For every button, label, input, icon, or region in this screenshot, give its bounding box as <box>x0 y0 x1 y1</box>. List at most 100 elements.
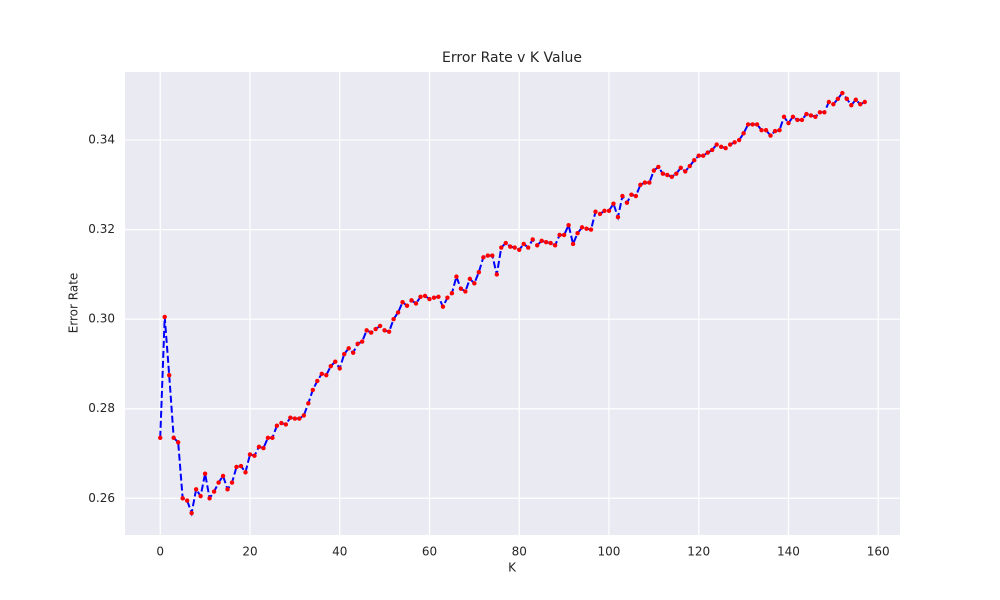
marker <box>736 137 742 143</box>
marker <box>808 113 814 118</box>
marker <box>243 470 248 475</box>
marker <box>454 274 459 279</box>
marker <box>629 192 634 197</box>
marker <box>638 182 643 188</box>
marker <box>575 230 580 236</box>
marker <box>395 310 401 315</box>
marker <box>696 153 701 158</box>
marker <box>382 328 387 333</box>
marker <box>386 329 392 334</box>
marker <box>660 171 666 176</box>
marker <box>597 211 603 217</box>
marker <box>220 473 226 479</box>
marker <box>822 110 827 115</box>
marker <box>324 372 329 378</box>
marker <box>404 303 410 308</box>
marker <box>409 298 414 303</box>
marker <box>247 452 253 457</box>
marker <box>481 255 486 260</box>
marker <box>337 366 342 371</box>
marker <box>499 245 504 250</box>
marker <box>570 241 576 247</box>
marker <box>741 131 746 136</box>
marker <box>557 232 562 238</box>
x-tick-label: 60 <box>422 545 437 559</box>
marker <box>418 294 423 299</box>
marker <box>552 243 558 248</box>
marker <box>355 341 360 346</box>
marker <box>651 168 657 173</box>
marker <box>858 102 863 107</box>
marker <box>458 286 464 291</box>
marker <box>714 142 719 147</box>
marker <box>718 144 724 149</box>
x-tick-label: 160 <box>867 545 890 559</box>
marker <box>413 301 419 306</box>
y-tick-label: 0.26 <box>88 491 115 505</box>
marker <box>368 330 374 335</box>
marker <box>588 227 594 232</box>
x-tick-label: 80 <box>512 545 527 559</box>
x-tick-label: 0 <box>156 545 164 559</box>
marker <box>350 350 356 355</box>
marker <box>225 487 230 492</box>
marker <box>427 296 432 302</box>
marker <box>301 413 307 418</box>
marker <box>512 245 517 250</box>
marker <box>211 489 217 494</box>
y-tick-label: 0.30 <box>88 312 115 326</box>
marker <box>494 272 499 277</box>
marker <box>490 253 495 258</box>
marker <box>656 164 661 170</box>
marker <box>189 510 194 516</box>
marker <box>342 351 347 357</box>
marker <box>817 110 823 115</box>
marker <box>391 316 396 322</box>
marker <box>849 102 854 108</box>
marker <box>202 471 208 476</box>
marker <box>674 171 679 176</box>
marker <box>620 193 625 199</box>
marker <box>665 172 670 178</box>
marker <box>642 180 648 185</box>
marker <box>292 416 298 421</box>
marker <box>449 291 455 296</box>
marker <box>184 498 190 503</box>
marker <box>256 444 262 449</box>
marker <box>647 180 652 185</box>
marker <box>261 445 266 451</box>
marker <box>193 487 199 492</box>
marker <box>508 244 513 249</box>
marker <box>759 128 764 133</box>
marker <box>840 90 845 96</box>
x-tick-label: 140 <box>777 545 800 559</box>
y-tick-label: 0.34 <box>88 133 115 147</box>
marker <box>526 245 531 250</box>
x-tick-label: 120 <box>687 545 710 559</box>
marker <box>709 147 715 153</box>
marker <box>422 293 428 299</box>
marker <box>678 165 683 171</box>
marker <box>584 226 589 231</box>
marker <box>835 96 841 102</box>
marker <box>297 416 302 421</box>
marker <box>333 359 338 364</box>
marker <box>692 158 697 163</box>
marker <box>503 240 508 246</box>
marker <box>566 222 571 228</box>
marker <box>216 480 221 485</box>
marker <box>279 420 284 426</box>
marker <box>768 133 773 138</box>
marker <box>633 193 639 199</box>
marker <box>319 371 324 377</box>
marker <box>763 128 769 133</box>
marker <box>530 237 535 242</box>
marker <box>579 225 585 230</box>
marker <box>611 201 616 206</box>
marker <box>750 122 755 127</box>
marker <box>158 435 163 441</box>
marker <box>436 294 441 299</box>
marker <box>485 253 491 258</box>
marker <box>727 142 733 147</box>
marker <box>593 209 598 214</box>
